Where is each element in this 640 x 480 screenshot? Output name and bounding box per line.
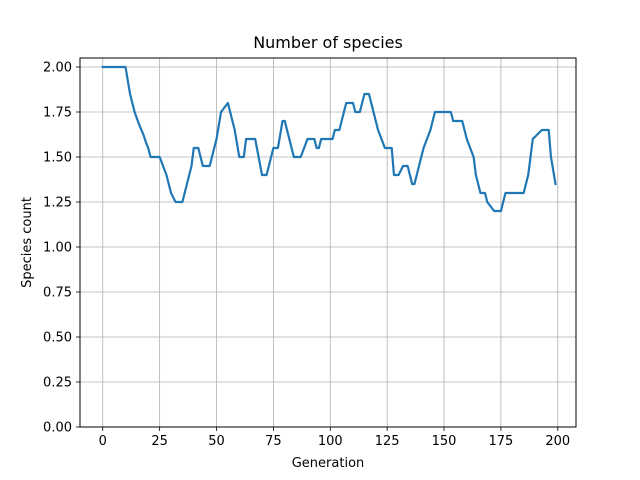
y-tick-label: 1.00	[43, 241, 72, 256]
y-tick-label: 1.75	[43, 106, 72, 121]
y-tick-label: 1.25	[43, 196, 72, 211]
chart-title: Number of species	[253, 33, 403, 52]
y-tick-label: 2.00	[43, 61, 72, 76]
x-axis: 0 25 50 75 100 125 150 175 200	[99, 427, 570, 449]
plot-area	[101, 65, 557, 213]
axes-frame	[79, 57, 577, 428]
species-count-line	[101, 65, 557, 213]
x-tick-label: 125	[375, 434, 400, 449]
y-tick-label: 0.00	[43, 421, 72, 436]
y-axis-label: Species count	[20, 197, 35, 288]
y-tick-label: 0.25	[43, 376, 72, 391]
x-tick-label: 100	[318, 434, 343, 449]
x-tick-label: 50	[208, 434, 225, 449]
x-tick-label: 25	[151, 434, 168, 449]
x-tick-label: 0	[99, 434, 107, 449]
x-tick-label: 75	[265, 434, 282, 449]
x-tick-label: 175	[489, 434, 514, 449]
x-tick-label: 150	[432, 434, 457, 449]
y-tick-label: 1.50	[43, 151, 72, 166]
y-tick-label: 0.50	[43, 331, 72, 346]
x-axis-label: Generation	[292, 456, 365, 471]
grid	[80, 58, 576, 428]
y-tick-label: 0.75	[43, 286, 72, 301]
x-tick-label: 200	[545, 434, 570, 449]
y-axis: 0.00 0.25 0.50 0.75 1.00 1.25 1.50 1.75 2.00	[43, 61, 80, 436]
